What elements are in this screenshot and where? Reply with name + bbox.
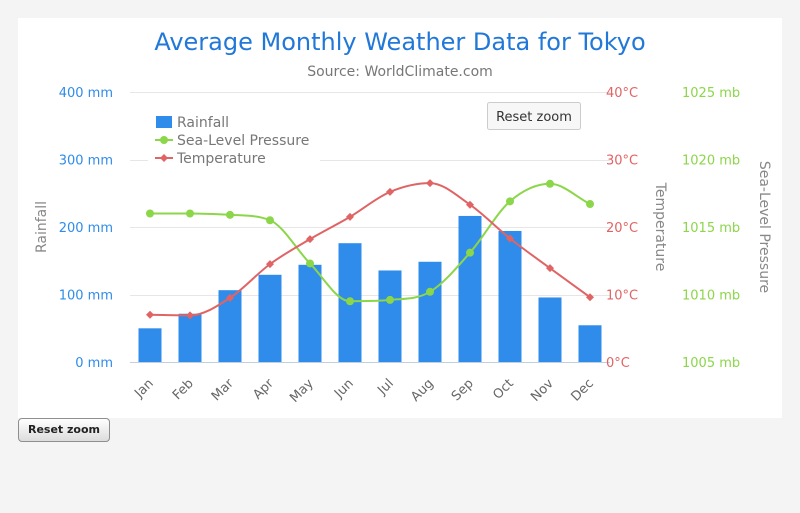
temperature-point (226, 293, 234, 302)
rainfall-bar (178, 313, 202, 362)
reset-zoom-button[interactable]: Reset zoom (18, 418, 110, 442)
pressure-point (306, 259, 314, 268)
pressure-tick-label: 1010 mb (682, 289, 740, 304)
rainfall-tick-label: 0 mm (75, 356, 113, 371)
pressure-axis-title: Sea-Level Pressure (756, 161, 772, 293)
chart-panel: Average Monthly Weather Data for Tokyo S… (18, 18, 782, 418)
rainfall-tick-label: 400 mm (59, 86, 113, 101)
temperature-point (506, 234, 514, 243)
pressure-point (546, 179, 554, 188)
x-tick-label: Sep (449, 376, 477, 404)
rainfall-bar (218, 290, 242, 362)
pressure-point (186, 209, 194, 218)
temperature-axis-title: Temperature (652, 182, 668, 272)
rainfall-bar (458, 215, 482, 362)
temperature-point (426, 179, 434, 188)
x-tick-label: Jan (131, 376, 156, 401)
rainfall-bars (138, 215, 602, 362)
temperature-point (586, 293, 594, 302)
temperature-point (546, 264, 554, 273)
x-tick-label: May (287, 376, 317, 406)
rainfall-axis-title: Rainfall (34, 201, 50, 253)
pressure-point (386, 295, 394, 304)
pressure-point (226, 210, 234, 219)
x-tick-label: Mar (209, 376, 237, 404)
temperature-tick-label: 20°C (606, 221, 638, 236)
rainfall-bar (578, 325, 602, 362)
pressure-tick-label: 1015 mb (682, 221, 740, 236)
x-tick-label: Nov (528, 376, 557, 405)
chart-reset-zoom-button[interactable]: Reset zoom (487, 102, 581, 130)
pressure-point (146, 209, 154, 218)
temperature-point (306, 235, 314, 244)
temperature-point (346, 212, 354, 221)
rainfall-tick-label: 100 mm (59, 289, 113, 304)
pressure-point (586, 200, 594, 209)
pressure-tick-label: 1025 mb (682, 86, 740, 101)
weather-chart: Average Monthly Weather Data for Tokyo S… (34, 28, 772, 406)
rainfall-bar (498, 230, 522, 362)
pressure-point (346, 297, 354, 306)
temperature-point (266, 260, 274, 269)
rainfall-tick-label: 300 mm (59, 154, 113, 169)
temperature-point (146, 310, 154, 319)
legend-pressure-marker (160, 136, 168, 144)
rainfall-bar (378, 270, 402, 362)
chart-subtitle: Source: WorldClimate.com (307, 64, 493, 80)
legend-label: Rainfall (177, 115, 229, 131)
pressure-point (266, 216, 274, 225)
chart-reset-zoom-box[interactable] (487, 102, 581, 130)
temperature-tick-label: 0°C (606, 356, 630, 371)
x-tick-label: Jun (331, 376, 357, 402)
legend-temperature-marker (160, 154, 168, 162)
temperature-tick-label: 10°C (606, 289, 638, 304)
rainfall-bar (258, 274, 282, 362)
rainfall-bar (138, 328, 162, 362)
temperature-point (386, 187, 394, 196)
legend-label: Sea-Level Pressure (177, 133, 309, 149)
x-tick-label: Apr (250, 376, 277, 403)
temperature-tick-label: 30°C (606, 154, 638, 169)
line-series (146, 179, 594, 320)
pressure-point (426, 287, 434, 296)
temperature-tick-label: 40°C (606, 86, 638, 101)
x-tick-label: Jul (374, 376, 396, 398)
temperature-point (466, 200, 474, 209)
pressure-point (506, 197, 514, 206)
legend-box (148, 108, 320, 170)
x-tick-label: Aug (408, 376, 437, 405)
chart-reset-zoom-label[interactable]: Reset zoom (496, 110, 572, 125)
rainfall-bar (418, 261, 442, 362)
pressure-tick-label: 1005 mb (682, 356, 740, 371)
temperature-line (149, 182, 591, 317)
rainfall-tick-label: 200 mm (59, 221, 113, 236)
rainfall-bar (538, 297, 562, 362)
pressure-point (466, 248, 474, 257)
pressure-tick-label: 1020 mb (682, 154, 740, 169)
legend-rainfall-symbol (156, 116, 172, 128)
chart-title: Average Monthly Weather Data for Tokyo (154, 28, 645, 56)
legend-label: Temperature (176, 151, 266, 167)
x-tick-label: Feb (170, 376, 197, 403)
x-tick-label: Dec (568, 376, 596, 404)
x-tick-label: Oct (490, 376, 517, 403)
pressure-line (150, 182, 591, 303)
temperature-point (186, 311, 194, 320)
rainfall-bar (298, 264, 322, 362)
legend: Rainfall Sea-Level Pressure Temperature (148, 108, 320, 170)
